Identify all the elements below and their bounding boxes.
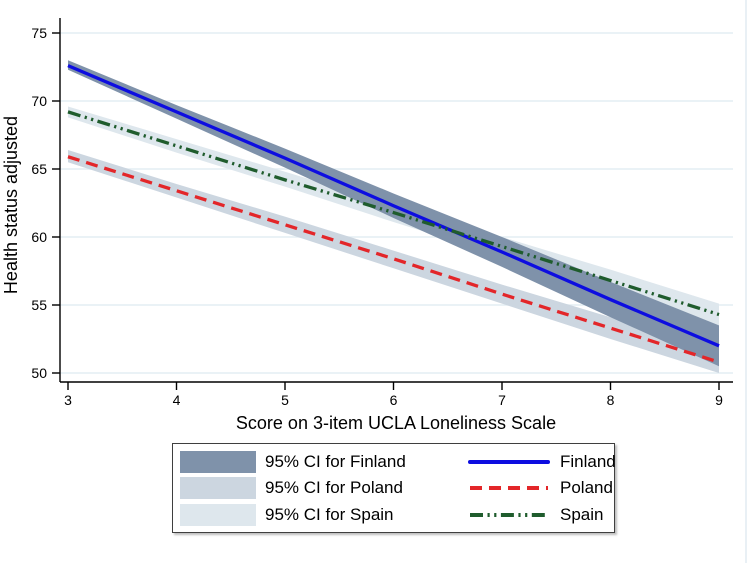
series-label-poland: Poland [560, 478, 613, 497]
ci-swatch-spain [180, 503, 256, 526]
ci-label-poland: 95% CI for Poland [265, 478, 403, 497]
y-tick-label: 50 [31, 365, 47, 381]
series-lines [67, 64, 720, 364]
x-tick-label: 6 [390, 392, 398, 408]
x-tick-label: 4 [173, 392, 181, 408]
x-tick-label: 9 [715, 392, 723, 408]
y-tick-label: 55 [31, 297, 47, 313]
x-tick-label: 3 [64, 392, 72, 408]
axes [52, 18, 733, 390]
tick-labels: 50 55 60 65 70 75 3 4 5 6 7 8 9 [31, 25, 723, 408]
gridlines [60, 32, 733, 374]
y-tick-label: 60 [31, 229, 47, 245]
window-right-edge [745, 0, 747, 563]
line-sample-finland [468, 459, 550, 464]
y-axis-title: Health status adjusted [1, 116, 21, 294]
legend-row-spain: 95% CI for Spain Spain [180, 502, 610, 528]
line-sample-poland [470, 486, 548, 490]
x-tick-label: 8 [607, 392, 615, 408]
legend-box: 95% CI for Finland Finland 95% CI for Po… [172, 443, 616, 533]
series-label-finland: Finland [560, 451, 616, 471]
y-tick-label: 75 [31, 25, 47, 41]
legend-row-finland: 95% CI for Finland Finland [180, 449, 616, 475]
ci-label-spain: 95% CI for Spain [265, 504, 394, 524]
y-tick-label: 70 [31, 93, 47, 109]
ci-label-finland: 95% CI for Finland [265, 451, 406, 471]
ci-band-poland [68, 149, 719, 373]
y-tick-label: 65 [31, 161, 47, 177]
x-axis-title: Score on 3-item UCLA Loneliness Scale [236, 413, 556, 433]
x-tick-label: 5 [281, 392, 289, 408]
series-label-spain: Spain [560, 504, 604, 524]
legend-row-poland: 95% CI for Poland Poland [180, 475, 613, 501]
x-tick-label: 7 [498, 392, 506, 408]
fit-line-finland [67, 64, 720, 348]
line-sample-spain [470, 512, 548, 517]
ci-swatch-poland [180, 477, 256, 499]
fit-line-spain [67, 110, 720, 317]
ci-swatch-finland [180, 450, 256, 473]
